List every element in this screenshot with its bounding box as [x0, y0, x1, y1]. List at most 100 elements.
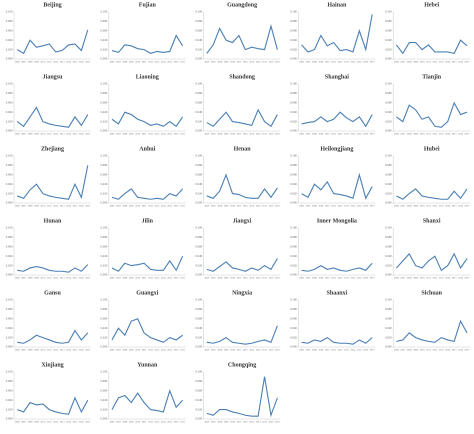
y-tick-label: 0.100 — [385, 82, 392, 86]
x-tick-label: 2010 — [420, 277, 426, 280]
y-tick-label: 0.040 — [6, 38, 13, 42]
y-tick-label: 0.020 — [6, 335, 13, 339]
x-tick-label: 2006 — [110, 421, 116, 424]
y-tick-label: 0.080 — [195, 307, 202, 311]
x-tick-label: 2011 — [47, 61, 52, 64]
y-tick-label: 0.060 — [290, 172, 297, 176]
x-tick-label: 2008 — [407, 205, 413, 208]
x-tick-label: 2013 — [344, 349, 350, 352]
x-tick-label: 2017 — [370, 133, 376, 136]
x-tick-label: 2009 — [318, 349, 324, 352]
y-tick-label: 0.000 — [385, 129, 392, 133]
x-tick-label: 2006 — [394, 277, 400, 280]
x-tick-label: 2006 — [15, 61, 21, 64]
x-tick-label: 2006 — [204, 277, 210, 280]
x-tick-label: 2017 — [85, 277, 91, 280]
data-line — [17, 396, 89, 415]
x-tick-label: 2007 — [400, 61, 406, 64]
x-tick-label: 2014 — [66, 277, 72, 280]
x-tick-label: 2006 — [394, 133, 400, 136]
x-tick-label: 2012 — [53, 349, 59, 352]
x-tick-label: 2015 — [167, 205, 173, 208]
x-tick-label: 2012 — [53, 133, 59, 136]
x-tick-label: 2009 — [224, 349, 230, 352]
x-tick-label: 2008 — [407, 277, 413, 280]
x-tick-label: 2014 — [445, 349, 451, 352]
x-tick-label: 2017 — [275, 421, 281, 424]
x-tick-label: 2017 — [275, 61, 281, 64]
panel-title: Tianjin — [422, 74, 442, 80]
x-tick-label: 2007 — [211, 205, 217, 208]
y-tick-label: 0.000 — [101, 57, 108, 61]
x-tick-label: 2006 — [299, 205, 305, 208]
y-tick-label: 0.060 — [101, 172, 108, 176]
x-tick-label: 2014 — [161, 277, 167, 280]
y-tick-label: 0.000 — [101, 201, 108, 205]
y-tick-label: 0.100 — [101, 298, 108, 302]
x-tick-label: 2017 — [370, 61, 376, 64]
x-tick-label: 2016 — [79, 277, 85, 280]
x-tick-label: 2015 — [167, 61, 173, 64]
y-tick-label: 0.060 — [195, 100, 202, 104]
x-tick-label: 2013 — [60, 277, 66, 280]
x-tick-label: 2013 — [439, 61, 445, 64]
x-tick-label: 2009 — [224, 61, 230, 64]
x-tick-label: 2009 — [129, 61, 135, 64]
x-tick-label: 2015 — [73, 205, 79, 208]
x-tick-label: 2009 — [129, 421, 135, 424]
x-tick-label: 2015 — [73, 277, 79, 280]
x-tick-label: 2014 — [256, 421, 262, 424]
data-line — [111, 111, 184, 128]
x-tick-label: 2011 — [47, 349, 52, 352]
x-tick-label: 2017 — [180, 349, 186, 352]
y-tick-label: 0.060 — [290, 316, 297, 320]
x-tick-label: 2009 — [224, 421, 230, 424]
x-tick-label: 2006 — [204, 133, 210, 136]
x-tick-label: 2013 — [155, 349, 161, 352]
data-line — [111, 255, 184, 272]
y-tick-label: 0.080 — [6, 19, 13, 23]
x-tick-label: 2013 — [439, 133, 445, 136]
y-tick-label: 0.000 — [385, 273, 392, 277]
y-tick-label: 0.060 — [385, 28, 392, 32]
x-tick-label: 2011 — [426, 277, 431, 280]
x-tick-label: 2006 — [394, 205, 400, 208]
x-tick-label: 2007 — [211, 349, 217, 352]
x-tick-label: 2010 — [230, 61, 236, 64]
x-tick-label: 2006 — [15, 421, 21, 424]
x-tick-label: 2012 — [433, 277, 439, 280]
x-tick-label: 2015 — [357, 349, 363, 352]
y-tick-label: 0.060 — [195, 316, 202, 320]
y-tick-label: 0.040 — [290, 110, 297, 114]
x-tick-label: 2009 — [413, 61, 419, 64]
x-tick-label: 2016 — [269, 133, 275, 136]
y-tick-label: 0.000 — [6, 273, 13, 277]
x-tick-label: 2010 — [135, 133, 141, 136]
x-tick-label: 2011 — [47, 277, 52, 280]
x-tick-label: 2008 — [312, 61, 318, 64]
y-tick-label: 0.040 — [101, 398, 108, 402]
x-tick-label: 2013 — [344, 205, 350, 208]
x-tick-label: 2016 — [269, 205, 275, 208]
y-tick-label: 0.020 — [385, 119, 392, 123]
x-tick-label: 2007 — [211, 277, 217, 280]
x-tick-label: 2007 — [306, 133, 312, 136]
y-tick-label: 0.080 — [385, 19, 392, 23]
x-tick-label: 2015 — [262, 133, 268, 136]
x-tick-label: 2010 — [325, 277, 331, 280]
x-tick-label: 2011 — [237, 349, 242, 352]
x-tick-label: 2012 — [243, 277, 249, 280]
y-tick-label: 0.020 — [101, 407, 108, 411]
y-tick-label: 0.100 — [195, 298, 202, 302]
x-tick-label: 2012 — [338, 277, 344, 280]
y-tick-label: 0.040 — [290, 182, 297, 186]
x-tick-label: 2017 — [275, 205, 281, 208]
x-tick-label: 2012 — [338, 133, 344, 136]
x-tick-label: 2010 — [40, 277, 46, 280]
y-tick-label: 0.100 — [195, 154, 202, 158]
panel-title: Heilongjiang — [320, 146, 353, 152]
x-tick-label: 2011 — [237, 421, 242, 424]
y-tick-label: 0.020 — [101, 119, 108, 123]
y-tick-label: 0.060 — [195, 28, 202, 32]
x-tick-label: 2014 — [161, 61, 167, 64]
